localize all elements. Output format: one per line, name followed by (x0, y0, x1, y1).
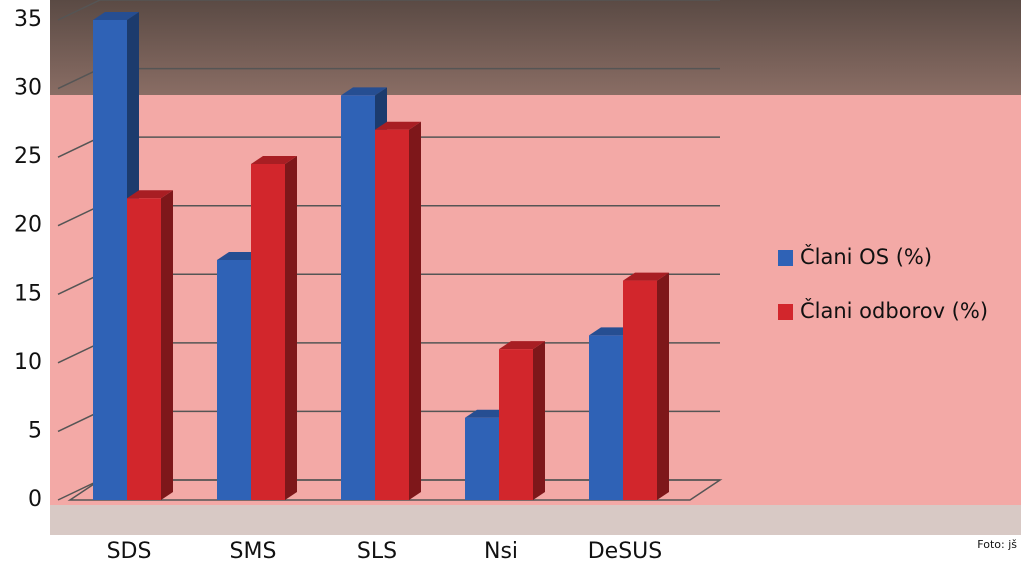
photo-credit: Foto: jš (977, 538, 1017, 551)
bar (251, 164, 285, 500)
bar (465, 418, 499, 500)
y-tick-label: 20 (14, 213, 42, 238)
x-tick-label: DeSUS (588, 539, 663, 564)
y-tick-label: 5 (28, 418, 42, 443)
y-tick-label: 30 (14, 76, 42, 101)
y-tick-label: 0 (28, 487, 42, 512)
y-tick-label: 15 (14, 281, 42, 306)
bar (375, 130, 409, 500)
bar-side (657, 273, 669, 500)
bar (93, 20, 127, 500)
y-tick-label: 25 (14, 144, 42, 169)
bar-side (533, 341, 545, 500)
bar (127, 198, 161, 500)
bar (217, 260, 251, 500)
bar (623, 281, 657, 500)
legend-label: Člani OS (%) (800, 244, 932, 269)
chart: Foto: jš 0 5 10 15 20 25 30 35 SDS SMS SLS Nsi DeSUS… (0, 0, 1021, 566)
legend-label: Člani odborov (%) (800, 298, 988, 323)
bar (589, 335, 623, 500)
x-tick-label: SDS (107, 539, 152, 564)
bar-side (161, 190, 173, 500)
bar (341, 95, 375, 500)
x-tick-label: Nsi (484, 539, 518, 564)
bar (499, 349, 533, 500)
bar-side (285, 156, 297, 500)
y-tick-label: 10 (14, 350, 42, 375)
x-tick-label: SLS (357, 539, 397, 564)
photo-bottom (50, 505, 1021, 535)
x-tick-label: SMS (230, 539, 277, 564)
legend-swatch (778, 304, 793, 320)
photo-top (50, 0, 1021, 100)
legend-swatch (778, 250, 793, 266)
bar-side (409, 122, 421, 500)
y-tick-label: 35 (14, 7, 42, 32)
